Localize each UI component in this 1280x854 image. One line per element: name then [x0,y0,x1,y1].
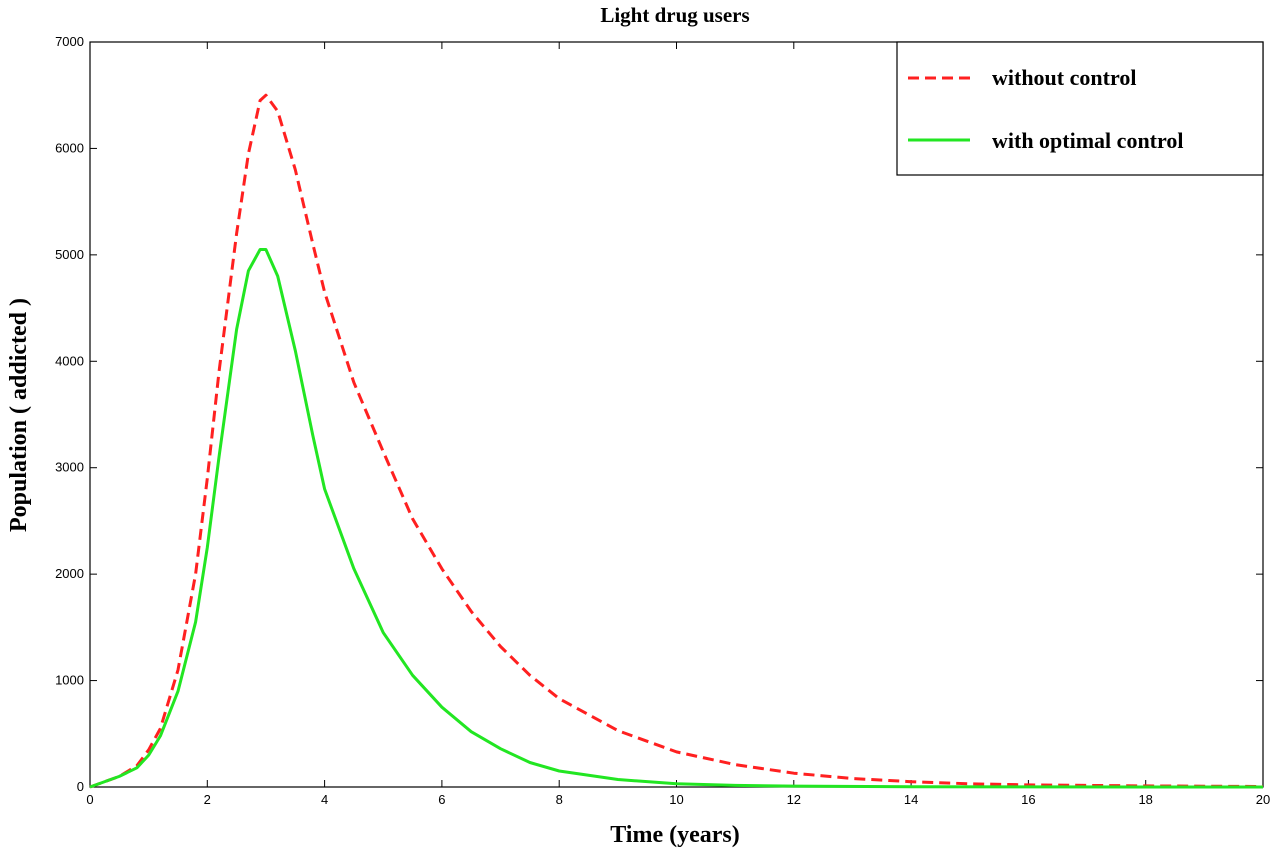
y-tick-label: 6000 [55,140,84,155]
y-tick-label: 0 [77,779,84,794]
y-axis-label: Population ( addicted ) [6,298,32,532]
x-tick-label: 20 [1256,792,1270,807]
x-tick-label: 12 [787,792,801,807]
y-tick-label: 1000 [55,673,84,688]
legend-label-with-optimal-control: with optimal control [992,128,1183,153]
x-tick-label: 16 [1021,792,1035,807]
series-layer [89,93,1264,789]
x-tick-label: 14 [904,792,918,807]
y-tick-label: 4000 [55,353,84,368]
series-line-with-optimal-control [89,248,1264,789]
y-tick-label: 5000 [55,247,84,262]
y-axis-ticks: 0 1000 2000 3000 4000 5000 6000 7000 [55,34,1263,794]
chart-title: Light drug users [600,3,749,27]
x-tick-label: 4 [321,792,328,807]
x-tick-label: 10 [669,792,683,807]
x-axis-ticks: 0 2 4 6 8 10 12 14 16 18 20 [86,42,1270,807]
x-tick-label: 0 [86,792,93,807]
x-tick-label: 8 [556,792,563,807]
y-tick-label: 7000 [55,34,84,49]
legend-label-without-control: without control [992,65,1136,90]
legend: without control with optimal control [896,41,1264,176]
legend-box [896,41,1264,176]
y-tick-label: 3000 [55,460,84,475]
x-tick-label: 6 [438,792,445,807]
x-tick-label: 2 [204,792,211,807]
series-line-without-control [89,93,1264,789]
y-tick-label: 2000 [55,566,84,581]
x-tick-label: 18 [1138,792,1152,807]
x-axis-label: Time (years) [610,822,740,848]
